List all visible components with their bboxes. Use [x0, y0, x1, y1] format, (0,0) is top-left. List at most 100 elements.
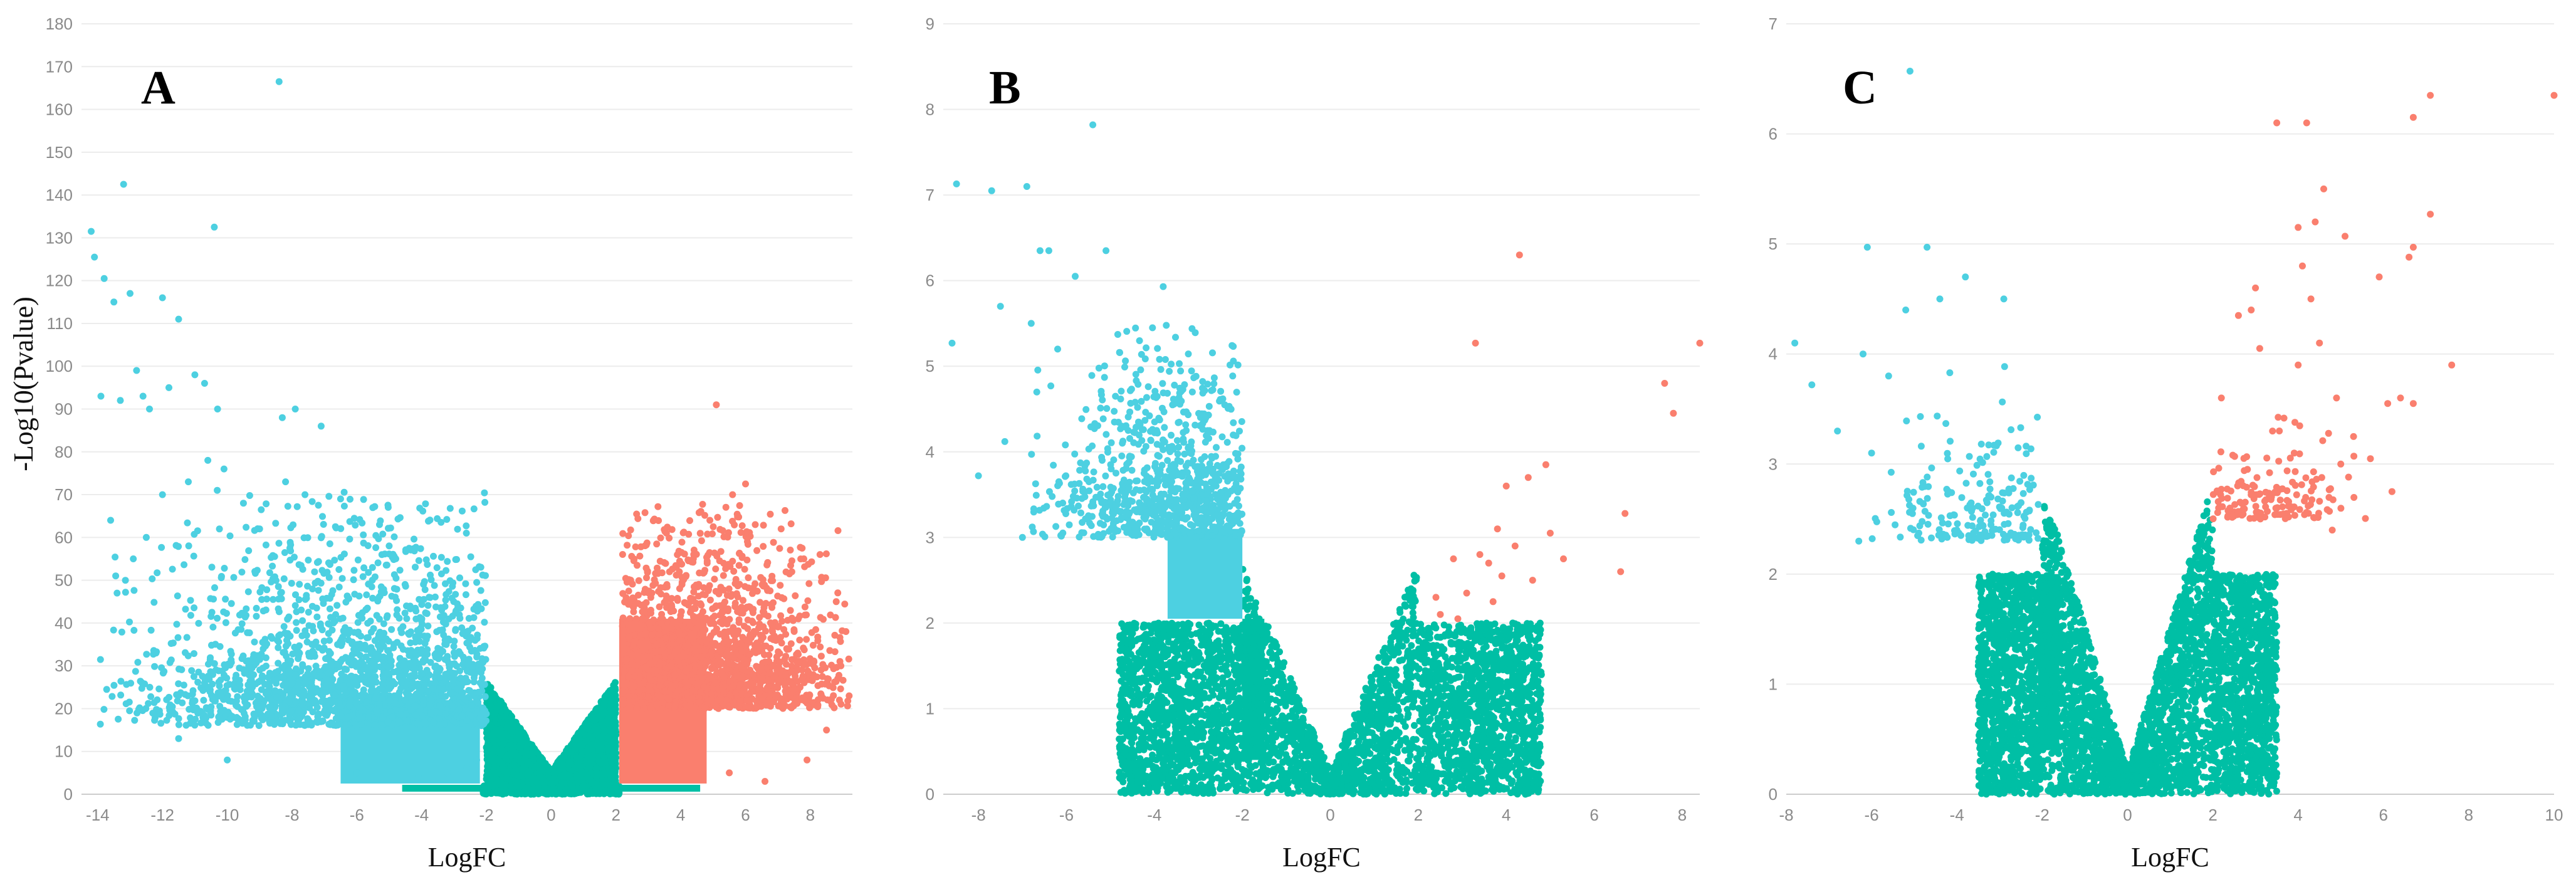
data-point — [499, 747, 506, 754]
data-point — [469, 624, 476, 632]
data-point — [363, 591, 370, 599]
data-point — [335, 584, 343, 590]
data-point — [602, 787, 610, 794]
data-point — [422, 500, 429, 508]
data-point — [275, 659, 282, 667]
data-point — [289, 650, 296, 658]
y-tick-label: 10 — [55, 742, 73, 761]
data-point — [532, 775, 540, 783]
data-point — [607, 694, 615, 701]
x-tick-label: 4 — [676, 806, 685, 824]
data-point — [325, 620, 332, 627]
data-point — [440, 612, 448, 619]
data-point — [245, 547, 253, 554]
data-point — [122, 589, 129, 596]
data-point — [514, 728, 521, 736]
data-point — [604, 715, 612, 723]
data-point — [231, 629, 239, 637]
x-tick-label: -8 — [285, 806, 299, 824]
data-point — [508, 742, 515, 748]
data-point — [149, 575, 156, 582]
data-point — [585, 764, 593, 771]
data-point — [125, 698, 133, 706]
data-point — [535, 784, 542, 790]
data-point — [600, 770, 607, 777]
data-point — [327, 649, 334, 657]
data-point — [350, 576, 357, 584]
data-point — [246, 629, 253, 636]
data-point — [458, 507, 466, 515]
panel-letter: A — [141, 61, 175, 114]
data-point — [335, 566, 343, 573]
data-point — [189, 687, 197, 695]
data-point — [380, 585, 387, 593]
data-point — [210, 596, 217, 603]
data-point — [318, 567, 326, 574]
data-point — [296, 580, 303, 588]
data-point — [503, 770, 511, 777]
data-point — [208, 564, 216, 571]
y-tick-label: 150 — [46, 143, 73, 162]
data-point — [183, 634, 191, 641]
data-point — [491, 691, 498, 699]
grid-lines — [81, 23, 852, 795]
x-tick-label: -10 — [216, 806, 239, 824]
data-point — [484, 763, 492, 770]
data-point — [474, 607, 481, 615]
data-point — [399, 623, 407, 631]
data-point — [385, 542, 393, 550]
data-point — [473, 653, 481, 661]
data-point — [614, 786, 621, 794]
data-point — [550, 770, 558, 777]
data-point — [325, 574, 333, 581]
data-point — [502, 755, 510, 762]
data-point — [580, 782, 587, 789]
data-point — [317, 620, 324, 627]
data-point — [173, 621, 181, 628]
data-point — [573, 773, 580, 780]
data-point — [418, 601, 426, 608]
data-point — [437, 554, 445, 561]
data-point — [433, 564, 441, 572]
data-point — [287, 524, 295, 532]
data-point — [251, 638, 258, 646]
data-point — [481, 599, 489, 606]
x-tick-label: 0 — [547, 806, 555, 824]
data-point — [610, 686, 617, 694]
data-point — [426, 517, 434, 524]
data-point — [498, 760, 506, 768]
data-point — [357, 666, 365, 674]
x-tick-label: -4 — [414, 806, 429, 824]
data-point — [117, 691, 125, 699]
data-point — [415, 557, 422, 564]
data-point — [103, 686, 110, 693]
y-tick-label: 50 — [55, 571, 73, 590]
data-point — [207, 612, 215, 620]
data-point — [175, 680, 182, 688]
data-point — [521, 739, 528, 747]
data-point — [309, 602, 316, 610]
data-point — [607, 708, 614, 716]
data-point — [381, 550, 389, 558]
data-point — [243, 523, 250, 531]
data-point — [262, 606, 270, 614]
y-tick-label: 160 — [46, 100, 73, 119]
data-point — [345, 595, 352, 602]
data-point — [275, 540, 283, 547]
data-point — [478, 682, 486, 690]
data-point — [326, 540, 333, 547]
data-point — [258, 584, 266, 591]
data-point — [564, 745, 572, 752]
data-point — [450, 643, 458, 650]
data-point — [484, 744, 491, 752]
data-point — [305, 609, 312, 616]
data-point — [608, 758, 615, 766]
plot-area — [88, 78, 853, 798]
data-point — [230, 574, 238, 581]
data-point — [238, 569, 246, 576]
data-point — [467, 634, 474, 641]
data-point — [308, 498, 316, 505]
data-point — [112, 572, 120, 580]
data-point — [244, 588, 252, 596]
